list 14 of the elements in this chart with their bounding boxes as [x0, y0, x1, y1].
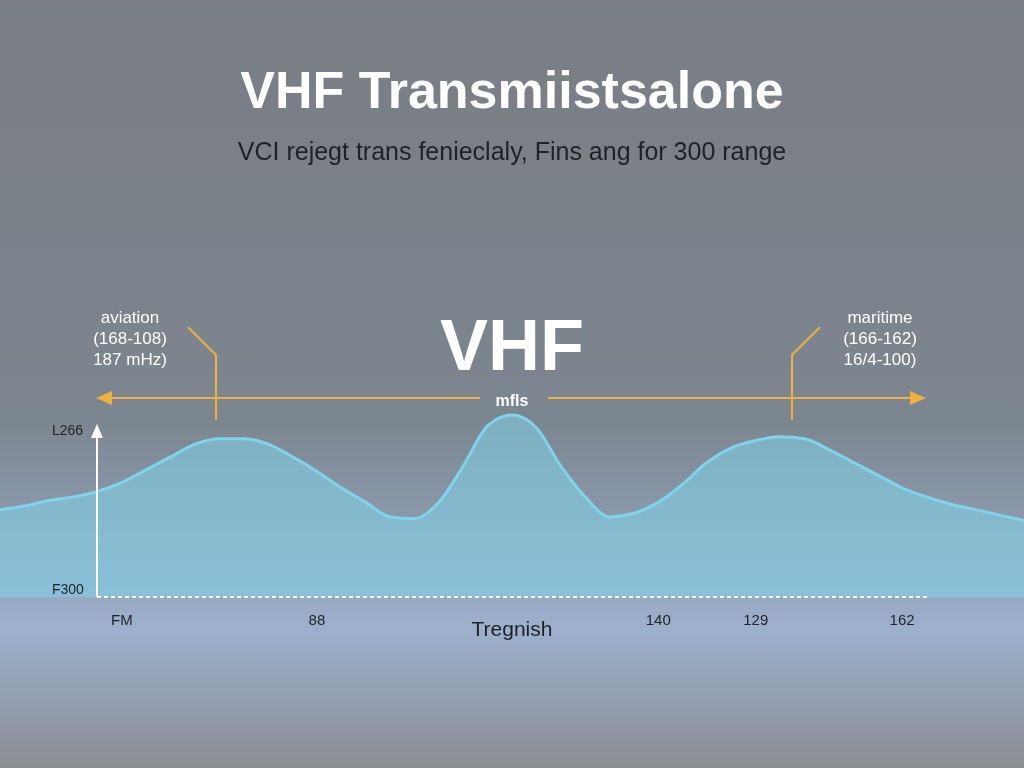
text: maritime (166-162) 16/4-100)	[843, 308, 917, 369]
x-axis-title: Tregnish	[471, 617, 553, 640]
text: aviation (168-108) 187 mHz)	[93, 308, 167, 369]
chart-subtitle: VCI rejegt trans fenieclaly, Fins ang for 300 range	[237, 137, 787, 165]
text: mfls	[495, 392, 529, 409]
x-tick-label: 129	[743, 611, 769, 628]
text: VHF	[440, 305, 584, 385]
annotation: L266	[52, 422, 84, 438]
annotation: F300	[52, 581, 85, 597]
x-tick-label: 88	[308, 611, 326, 628]
x-tick-label: 162	[889, 611, 915, 628]
x-tick-label: 140	[645, 611, 671, 628]
x-tick-label: FM	[111, 611, 133, 628]
chart-title: VHF Transmiistsalone	[240, 61, 784, 119]
